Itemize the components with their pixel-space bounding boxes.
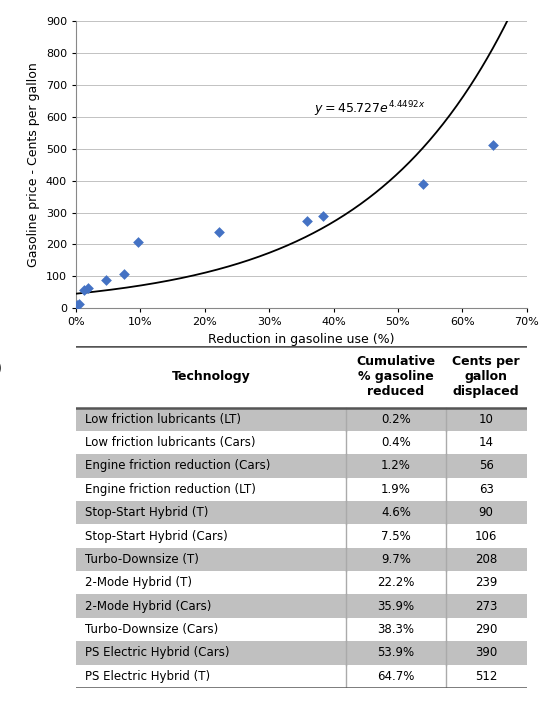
Text: Turbo-Downsize (T): Turbo-Downsize (T) — [85, 553, 199, 566]
Point — [84, 283, 93, 294]
Text: 64.7%: 64.7% — [377, 670, 415, 683]
Text: (a): (a) — [0, 360, 3, 378]
Text: 14: 14 — [478, 436, 494, 449]
Point — [419, 178, 427, 190]
Text: Stop-Start Hybrid (Cars): Stop-Start Hybrid (Cars) — [85, 529, 228, 543]
Text: Engine friction reduction (LT): Engine friction reduction (LT) — [85, 483, 256, 496]
Text: Low friction lubricants (Cars): Low friction lubricants (Cars) — [85, 436, 256, 449]
FancyBboxPatch shape — [76, 548, 527, 571]
FancyBboxPatch shape — [76, 641, 527, 665]
FancyBboxPatch shape — [76, 454, 527, 477]
Text: 390: 390 — [475, 647, 497, 659]
Text: Stop-Start Hybrid (T): Stop-Start Hybrid (T) — [85, 506, 209, 519]
Text: 35.9%: 35.9% — [377, 600, 414, 613]
X-axis label: Reduction in gasoline use (%): Reduction in gasoline use (%) — [208, 333, 395, 346]
Text: Cumulative
% gasoline
reduced: Cumulative % gasoline reduced — [356, 355, 435, 398]
FancyBboxPatch shape — [76, 501, 527, 524]
Text: 106: 106 — [475, 529, 497, 543]
Text: 7.5%: 7.5% — [381, 529, 411, 543]
Text: 2-Mode Hybrid (Cars): 2-Mode Hybrid (Cars) — [85, 600, 211, 613]
FancyBboxPatch shape — [76, 408, 527, 431]
Text: 9.7%: 9.7% — [381, 553, 411, 566]
Text: PS Electric Hybrid (T): PS Electric Hybrid (T) — [85, 670, 210, 683]
Text: 1.9%: 1.9% — [381, 483, 411, 496]
Point — [102, 274, 110, 285]
Text: 1.2%: 1.2% — [381, 460, 411, 472]
Point — [79, 285, 88, 296]
Point — [214, 226, 223, 237]
Text: 90: 90 — [479, 506, 494, 519]
Text: 22.2%: 22.2% — [377, 576, 415, 589]
Point — [303, 216, 312, 227]
Text: 273: 273 — [475, 600, 497, 613]
Text: 56: 56 — [479, 460, 494, 472]
Point — [74, 298, 83, 310]
Text: 4.6%: 4.6% — [381, 506, 411, 519]
Y-axis label: Gasoline price - Cents per gallon: Gasoline price - Cents per gallon — [27, 62, 40, 267]
Text: 512: 512 — [475, 670, 497, 683]
Text: 10: 10 — [479, 413, 494, 425]
Text: 53.9%: 53.9% — [377, 647, 414, 659]
Text: 0.4%: 0.4% — [381, 436, 411, 449]
FancyBboxPatch shape — [76, 595, 527, 618]
Point — [318, 210, 327, 221]
Text: 0.2%: 0.2% — [381, 413, 411, 425]
Text: Low friction lubricants (LT): Low friction lubricants (LT) — [85, 413, 241, 425]
Point — [134, 237, 143, 248]
Text: Engine friction reduction (Cars): Engine friction reduction (Cars) — [85, 460, 270, 472]
Text: 38.3%: 38.3% — [377, 623, 414, 636]
Text: 290: 290 — [475, 623, 497, 636]
Text: Cents per
gallon
displaced: Cents per gallon displaced — [452, 355, 520, 398]
Text: $y = 45.727e^{4.4492x}$: $y = 45.727e^{4.4492x}$ — [314, 100, 426, 119]
Point — [120, 269, 129, 280]
Text: 239: 239 — [475, 576, 497, 589]
Text: 2-Mode Hybrid (T): 2-Mode Hybrid (T) — [85, 576, 192, 589]
Text: Technology: Technology — [172, 370, 251, 383]
Point — [488, 139, 497, 150]
Text: PS Electric Hybrid (Cars): PS Electric Hybrid (Cars) — [85, 647, 230, 659]
Text: 208: 208 — [475, 553, 497, 566]
Text: 63: 63 — [479, 483, 494, 496]
Point — [73, 300, 81, 311]
Text: Turbo-Downsize (Cars): Turbo-Downsize (Cars) — [85, 623, 218, 636]
